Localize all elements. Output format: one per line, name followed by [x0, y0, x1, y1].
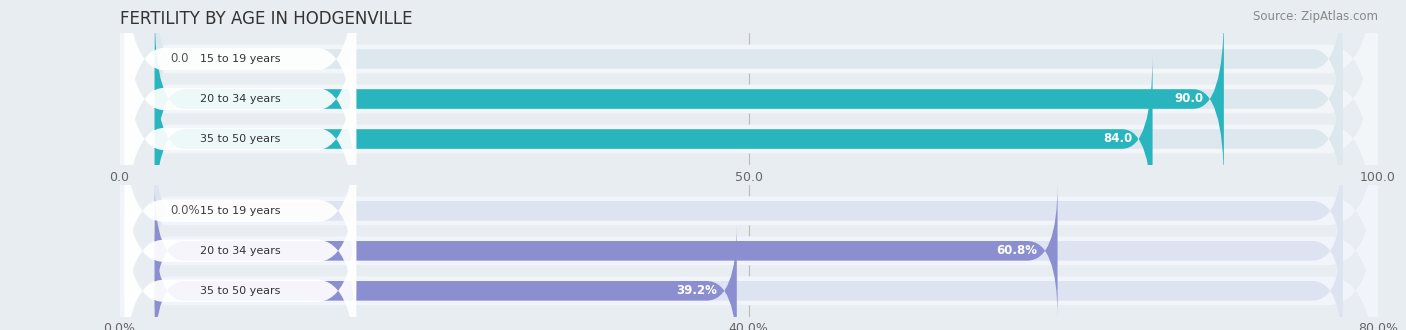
FancyBboxPatch shape: [120, 177, 1378, 330]
FancyBboxPatch shape: [155, 13, 1343, 185]
Text: 35 to 50 years: 35 to 50 years: [200, 286, 281, 296]
Text: 15 to 19 years: 15 to 19 years: [200, 54, 281, 64]
FancyBboxPatch shape: [155, 53, 1153, 225]
Text: 84.0: 84.0: [1104, 133, 1132, 146]
Text: 35 to 50 years: 35 to 50 years: [200, 134, 281, 144]
Text: 0.0: 0.0: [170, 52, 188, 65]
FancyBboxPatch shape: [120, 0, 1378, 245]
Text: FERTILITY BY AGE IN HODGENVILLE: FERTILITY BY AGE IN HODGENVILLE: [120, 10, 412, 28]
FancyBboxPatch shape: [125, 200, 356, 330]
FancyBboxPatch shape: [120, 137, 1378, 330]
FancyBboxPatch shape: [125, 120, 356, 302]
FancyBboxPatch shape: [120, 0, 1378, 205]
Text: 90.0: 90.0: [1174, 92, 1204, 106]
FancyBboxPatch shape: [155, 0, 1343, 145]
FancyBboxPatch shape: [125, 22, 356, 256]
Text: 20 to 34 years: 20 to 34 years: [200, 246, 281, 256]
Text: 39.2%: 39.2%: [676, 284, 717, 297]
Text: 0.0%: 0.0%: [170, 204, 200, 217]
FancyBboxPatch shape: [155, 53, 1343, 225]
FancyBboxPatch shape: [125, 0, 356, 176]
FancyBboxPatch shape: [155, 13, 1223, 185]
Text: 60.8%: 60.8%: [997, 244, 1038, 257]
Text: 20 to 34 years: 20 to 34 years: [200, 94, 281, 104]
FancyBboxPatch shape: [155, 144, 1343, 278]
Text: 15 to 19 years: 15 to 19 years: [200, 206, 281, 216]
FancyBboxPatch shape: [125, 160, 356, 330]
FancyBboxPatch shape: [155, 224, 737, 330]
FancyBboxPatch shape: [155, 184, 1343, 318]
FancyBboxPatch shape: [155, 224, 1343, 330]
FancyBboxPatch shape: [155, 184, 1057, 318]
FancyBboxPatch shape: [120, 0, 1378, 284]
FancyBboxPatch shape: [120, 97, 1378, 324]
FancyBboxPatch shape: [125, 0, 356, 216]
Text: Source: ZipAtlas.com: Source: ZipAtlas.com: [1253, 10, 1378, 23]
